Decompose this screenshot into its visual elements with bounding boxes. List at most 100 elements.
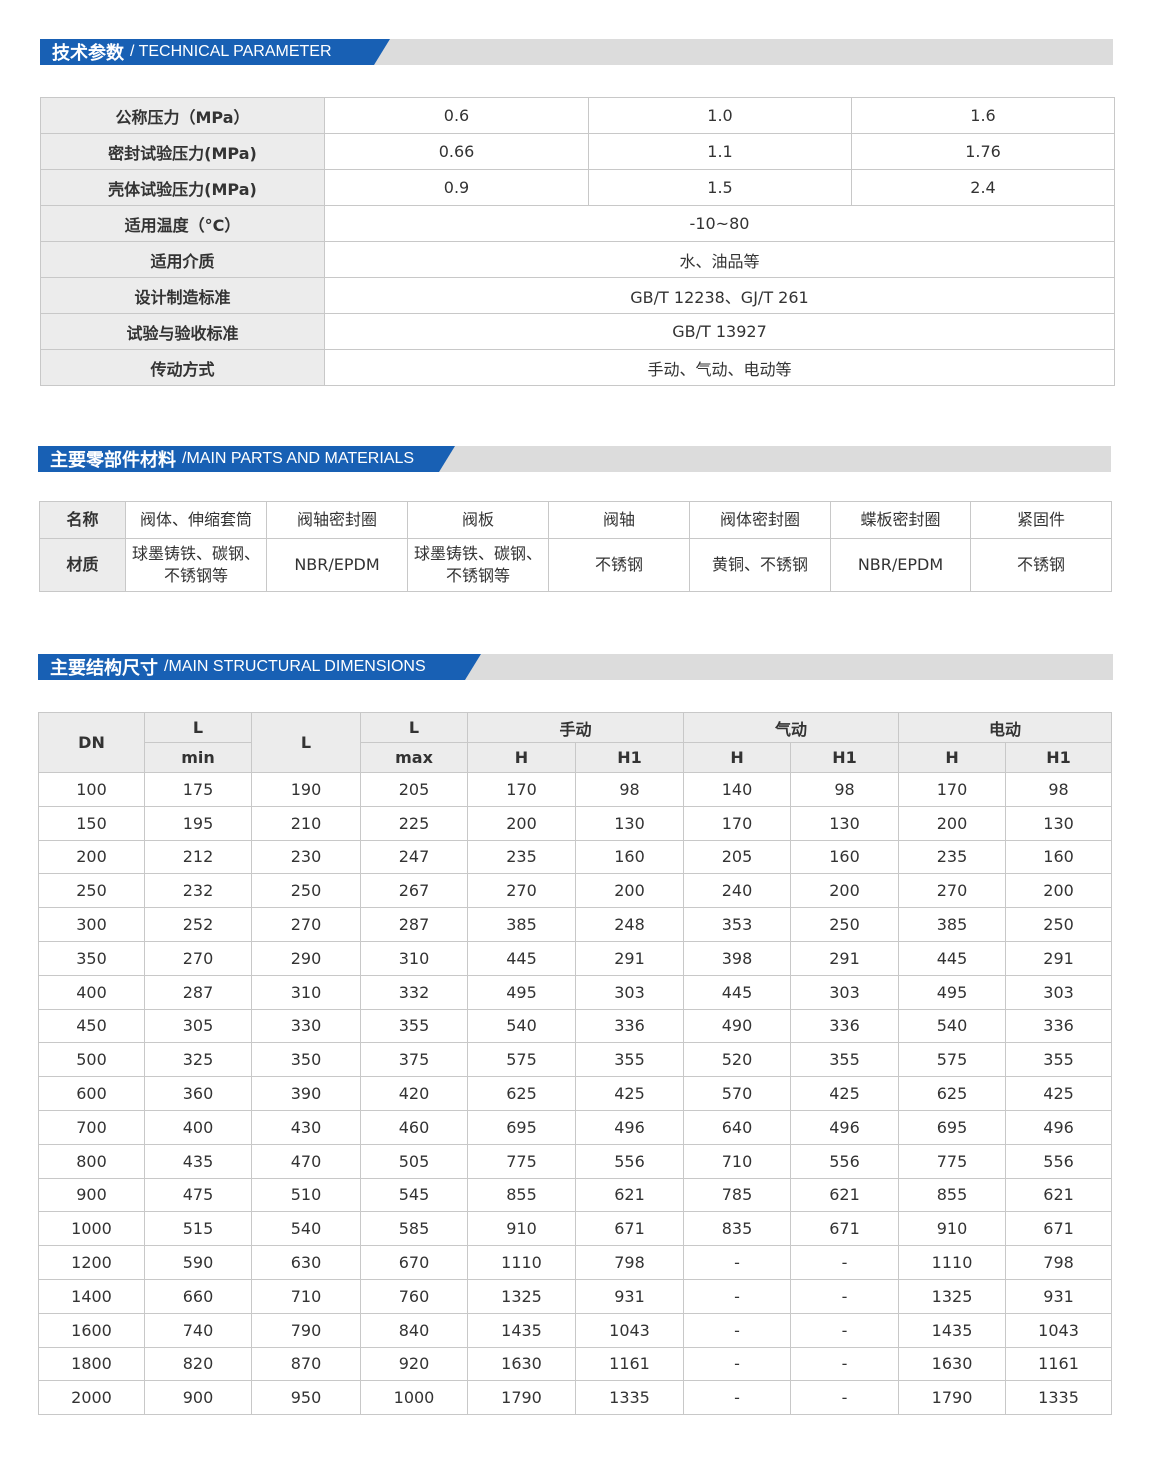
dimension-cell: 931 <box>1005 1278 1113 1314</box>
dimension-cell: 252 <box>144 907 252 942</box>
param-value: 2.4 <box>851 169 1115 206</box>
dimension-cell: 267 <box>360 873 468 909</box>
dimension-cell: 496 <box>1005 1109 1113 1145</box>
dimension-cell: 400 <box>38 974 145 1010</box>
dimension-cell: 575 <box>467 1042 576 1078</box>
dimension-cell: 445 <box>898 940 1007 976</box>
dimension-cell: 325 <box>144 1042 252 1078</box>
dimension-cell: 1110 <box>898 1245 1007 1280</box>
dimension-cell: 835 <box>683 1211 792 1247</box>
dimension-row: 300 252 270 287 385 248 353 250 385 250 <box>38 907 1113 942</box>
dimension-cell: 515 <box>144 1211 252 1247</box>
dimension-cell: 360 <box>144 1076 252 1111</box>
param-label: 密封试验压力(MPa) <box>40 133 325 170</box>
main-parts-header: 主要零部件材料/MAIN PARTS AND MATERIALS <box>38 446 1111 472</box>
dimension-cell: 1630 <box>467 1346 576 1382</box>
dimension-cell: 232 <box>144 873 252 909</box>
dimension-cell: 336 <box>790 1008 900 1044</box>
dimension-cell: 287 <box>360 907 468 942</box>
dimension-cell: 520 <box>683 1042 792 1078</box>
dimension-cell: 671 <box>790 1211 900 1247</box>
dimension-cell: 303 <box>574 974 685 1010</box>
dimension-cell: 1325 <box>467 1278 576 1314</box>
section-title-cn: 主要零部件材料 <box>50 450 176 471</box>
dimension-cell: 270 <box>898 873 1007 909</box>
dimension-cell: 303 <box>1005 974 1113 1010</box>
section-title-cn: 主要结构尺寸 <box>50 658 158 679</box>
header-electric: 电动 <box>898 712 1113 743</box>
dimension-cell: 621 <box>1005 1177 1113 1213</box>
dimension-cell: 585 <box>360 1211 468 1247</box>
dimension-cell: 630 <box>251 1245 361 1280</box>
dimension-cell: 760 <box>360 1278 468 1314</box>
dimension-cell: 855 <box>898 1177 1007 1213</box>
dimension-cell: 200 <box>898 805 1007 841</box>
dimension-cell: 355 <box>1005 1042 1113 1078</box>
dimension-cell: - <box>790 1346 900 1382</box>
dimension-row: 1600 740 790 840 1435 1043- -1435 1043 <box>38 1312 1113 1348</box>
header-lmin-top: L <box>144 712 252 743</box>
header-l: L <box>251 712 361 773</box>
dimension-cell: 330 <box>251 1008 361 1044</box>
dimension-cell: 1600 <box>38 1312 145 1348</box>
dimension-row: 150 195 210 225 200 130 170 130 200 130 <box>38 805 1113 841</box>
dimension-cell: 425 <box>790 1076 900 1111</box>
dimension-cell: 170 <box>467 772 576 807</box>
dimension-cell: 200 <box>574 873 685 909</box>
dimension-cell: 490 <box>683 1008 792 1044</box>
dimension-cell: 505 <box>360 1143 468 1179</box>
param-value: 0.9 <box>324 169 589 206</box>
header-electric-h1: H1 <box>1005 742 1113 773</box>
dimension-cell: 430 <box>251 1109 361 1145</box>
dimension-cell: 556 <box>574 1143 685 1179</box>
dimension-cell: 556 <box>790 1143 900 1179</box>
dimension-cell: 840 <box>360 1312 468 1348</box>
dimension-cell: 350 <box>38 940 145 976</box>
dimension-cell: 820 <box>144 1346 252 1382</box>
dimension-cell: 798 <box>1005 1245 1113 1280</box>
dimension-cell: 495 <box>467 974 576 1010</box>
param-row: 壳体试验压力(MPa) 0.9 1.5 2.4 <box>40 169 1115 206</box>
dimension-cell: 900 <box>144 1380 252 1416</box>
part-name: 阀板 <box>407 501 549 539</box>
header-lmax-bottom: max <box>360 742 468 773</box>
dimension-row: 1400 660 710 760 1325 931- -1325 931 <box>38 1278 1113 1314</box>
dimension-cell: 785 <box>683 1177 792 1213</box>
dimension-row: 500 325 350 375 575 355 520 355 575 355 <box>38 1042 1113 1078</box>
param-value: 手动、气动、电动等 <box>324 349 1115 386</box>
dimension-cell: 710 <box>251 1278 361 1314</box>
dimension-cell: 250 <box>38 873 145 909</box>
dimension-cell: 621 <box>574 1177 685 1213</box>
main-parts-table: 名称 阀体、伸缩套筒 阀轴密封圈 阀板 阀轴 阀体密封圈 蝶板密封圈 紧固件 材质 球墨铸铁、碳钢… <box>39 501 1112 592</box>
dimension-cell: 1335 <box>574 1380 685 1416</box>
part-material: 球墨铸铁、碳钢、 不锈钢等 <box>125 538 267 592</box>
dimension-cell: 291 <box>790 940 900 976</box>
dimensions-header: 主要结构尺寸/MAIN STRUCTURAL DIMENSIONS <box>38 654 1113 680</box>
dimension-cell: 920 <box>360 1346 468 1382</box>
dimension-cell: 1043 <box>574 1312 685 1348</box>
dimension-cell: 1110 <box>467 1245 576 1280</box>
param-label: 壳体试验压力(MPa) <box>40 169 325 206</box>
dimension-cell: 1000 <box>360 1380 468 1416</box>
dimension-cell: 1790 <box>467 1380 576 1416</box>
dimension-cell: 170 <box>898 772 1007 807</box>
dimension-cell: 336 <box>574 1008 685 1044</box>
dimension-row: 700 400 430 460 695 496 640 496 695 496 <box>38 1109 1113 1145</box>
dimension-cell: 500 <box>38 1042 145 1078</box>
dimension-cell: 640 <box>683 1109 792 1145</box>
param-value: GB/T 12238、GJ/T 261 <box>324 277 1115 314</box>
dimension-cell: 900 <box>38 1177 145 1213</box>
dimension-cell: 798 <box>574 1245 685 1280</box>
dimension-cell: 303 <box>790 974 900 1010</box>
dimension-cell: 300 <box>38 907 145 942</box>
dimension-row: 200 212 230 247 235 160 205 160 235 160 <box>38 839 1113 875</box>
part-name: 蝶板密封圈 <box>830 501 971 539</box>
part-material: 不锈钢 <box>548 538 690 592</box>
dimension-cell: 1000 <box>38 1211 145 1247</box>
dimension-cell: 570 <box>683 1076 792 1111</box>
dimension-cell: 225 <box>360 805 468 841</box>
dimension-cell: 496 <box>790 1109 900 1145</box>
dimension-cell: 625 <box>898 1076 1007 1111</box>
dimension-cell: 425 <box>574 1076 685 1111</box>
dimension-cell: - <box>683 1312 792 1348</box>
